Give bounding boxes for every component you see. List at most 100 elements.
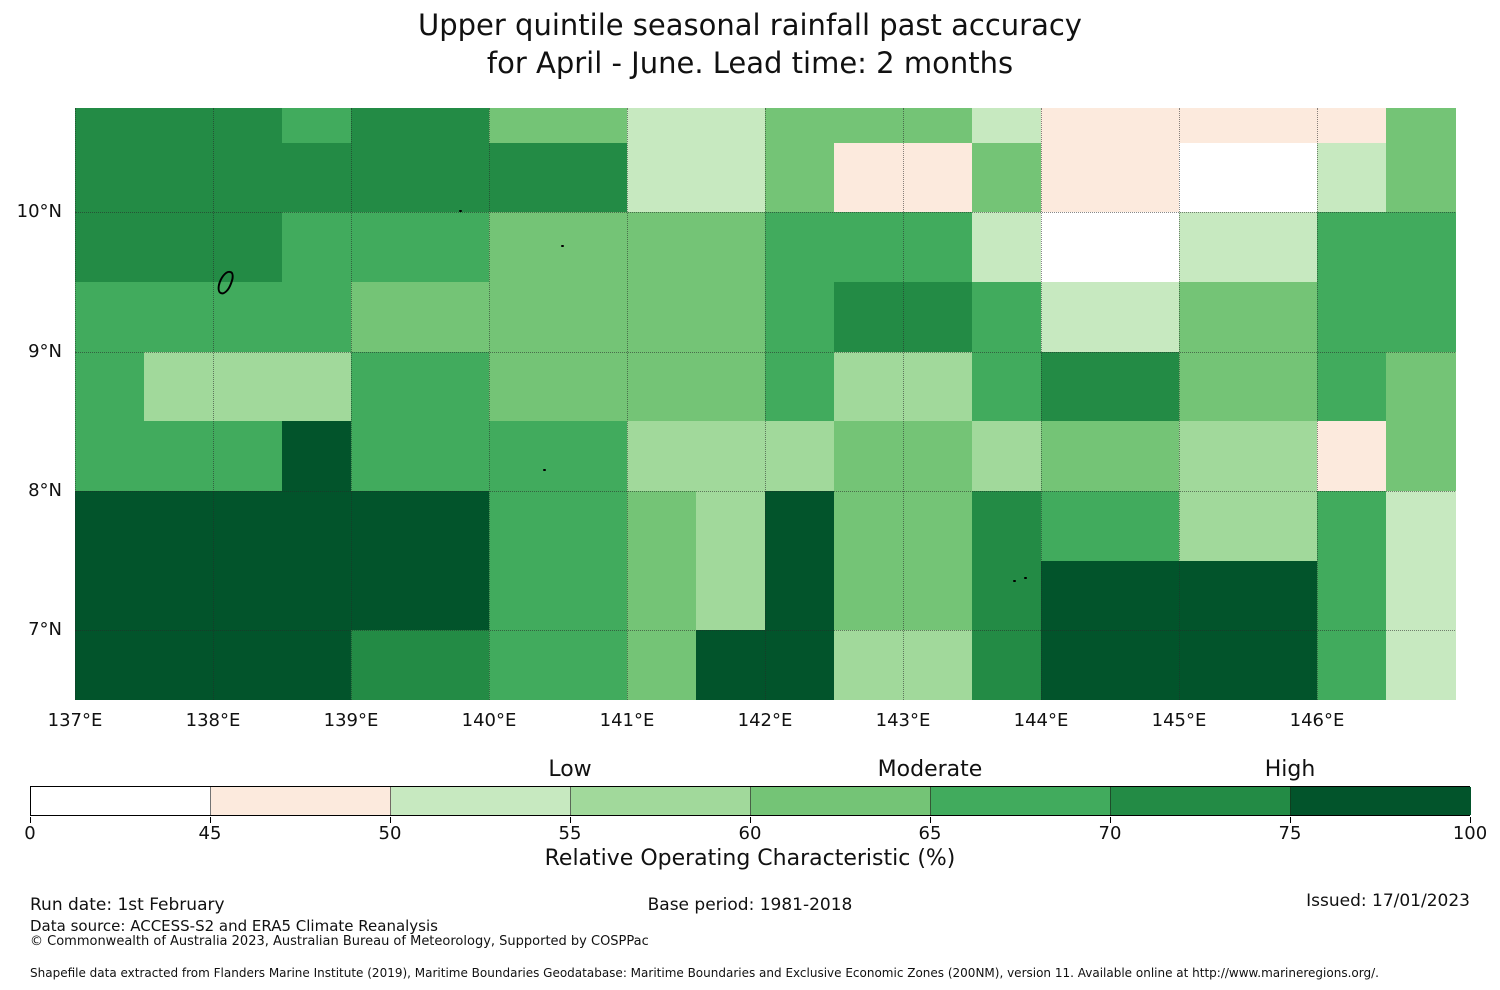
heatmap-cell [834, 421, 904, 492]
heatmap-cell [765, 142, 835, 213]
heatmap-cell [903, 108, 973, 144]
heatmap-cell [627, 142, 697, 213]
longitude-gridline [75, 108, 76, 700]
heatmap-cell [1179, 282, 1249, 353]
heatmap-cell [696, 282, 766, 353]
heatmap-cell [420, 108, 490, 144]
heatmap-cell [1041, 142, 1111, 213]
island-marker [542, 468, 546, 471]
colorbar-tick [1470, 817, 1471, 823]
colorbar-tick-label: 60 [738, 823, 762, 844]
heatmap-cell [75, 491, 145, 562]
heatmap-cell [75, 212, 145, 283]
heatmap-cell [834, 108, 904, 144]
heatmap-plot-area [75, 108, 1456, 701]
footer-copyright: © Commonwealth of Australia 2023, Austra… [30, 934, 649, 949]
heatmap-cell [420, 282, 490, 353]
heatmap-cell [1041, 421, 1111, 492]
colorbar-tick-label: 70 [1098, 823, 1122, 844]
heatmap-cell [1386, 351, 1456, 422]
heatmap-cell [75, 630, 145, 701]
heatmap-cell [351, 491, 421, 562]
footer-data-source: Data source: ACCESS-S2 and ERA5 Climate … [30, 917, 438, 935]
colorbar-segment [211, 787, 391, 815]
heatmap-cell [696, 630, 766, 701]
heatmap-cell [1110, 282, 1180, 353]
heatmap-cell [834, 630, 904, 701]
heatmap-cell [765, 421, 835, 492]
heatmap-cell [489, 212, 559, 283]
heatmap-cell [1317, 212, 1387, 283]
heatmap-cell [351, 282, 421, 353]
heatmap-cell [1248, 351, 1318, 422]
chart-title: Upper quintile seasonal rainfall past ac… [0, 6, 1500, 82]
heatmap-cell [1110, 142, 1180, 213]
colorbar-tick [750, 817, 751, 823]
heatmap-cell [1041, 108, 1111, 144]
x-tick-label: 142°E [737, 710, 793, 731]
heatmap-cell [834, 212, 904, 283]
heatmap-cell [696, 421, 766, 492]
heatmap-cell [972, 421, 1042, 492]
heatmap-cell [213, 491, 283, 562]
heatmap-cell [1386, 142, 1456, 213]
heatmap-cell [489, 491, 559, 562]
heatmap-cell [1317, 491, 1387, 562]
colorbar-tick [570, 817, 571, 823]
colorbar-tick-label: 50 [378, 823, 402, 844]
heatmap-cell [213, 108, 283, 144]
heatmap-cell [834, 142, 904, 213]
heatmap-cell [558, 142, 628, 213]
heatmap-cell [1248, 282, 1318, 353]
longitude-gridline [351, 108, 352, 700]
heatmap-cell [765, 212, 835, 283]
x-tick-label: 138°E [185, 710, 241, 731]
heatmap-cell [75, 351, 145, 422]
heatmap-cell [489, 142, 559, 213]
heatmap-cell [489, 108, 559, 144]
heatmap-cell [351, 142, 421, 213]
heatmap-cell [489, 421, 559, 492]
longitude-gridline [903, 108, 904, 700]
heatmap-cell [696, 351, 766, 422]
heatmap-cell [972, 560, 1042, 631]
island-marker [1013, 580, 1017, 583]
colorbar-tick-label: 45 [198, 823, 222, 844]
heatmap-cell [558, 108, 628, 144]
y-tick-label: 7°N [28, 619, 62, 641]
heatmap-cell [282, 108, 352, 144]
heatmap-cell [282, 351, 352, 422]
longitude-gridline [627, 108, 628, 700]
heatmap-cell [627, 630, 697, 701]
chart-title-line1: Upper quintile seasonal rainfall past ac… [418, 8, 1082, 42]
chart-title-line2: for April - June. Lead time: 2 months [486, 46, 1014, 80]
x-tick-label: 144°E [1013, 710, 1069, 731]
heatmap-cell [1041, 282, 1111, 353]
heatmap-cell [834, 491, 904, 562]
heatmap-cell [558, 630, 628, 701]
heatmap-cell [1179, 212, 1249, 283]
heatmap-cell [282, 142, 352, 213]
heatmap-cell [351, 630, 421, 701]
colorbar [30, 786, 1471, 816]
x-tick-label: 140°E [461, 710, 517, 731]
heatmap-cell [144, 282, 214, 353]
heatmap-cell [1248, 630, 1318, 701]
heatmap-cell [627, 108, 697, 144]
heatmap-cell [765, 560, 835, 631]
heatmap-cell [1110, 491, 1180, 562]
heatmap-cell [1317, 560, 1387, 631]
longitude-gridline [1179, 108, 1180, 700]
heatmap-cell [972, 142, 1042, 213]
heatmap-cell [1179, 142, 1249, 213]
colorbar-segment [571, 787, 751, 815]
heatmap-cell [420, 560, 490, 631]
footer-run-date: Run date: 1st February [30, 895, 225, 915]
heatmap-cell [972, 282, 1042, 353]
heatmap-cell [558, 421, 628, 492]
heatmap-cell [1179, 630, 1249, 701]
heatmap-cell [1386, 560, 1456, 631]
heatmap-cell [213, 630, 283, 701]
colorbar-segment [31, 787, 211, 815]
